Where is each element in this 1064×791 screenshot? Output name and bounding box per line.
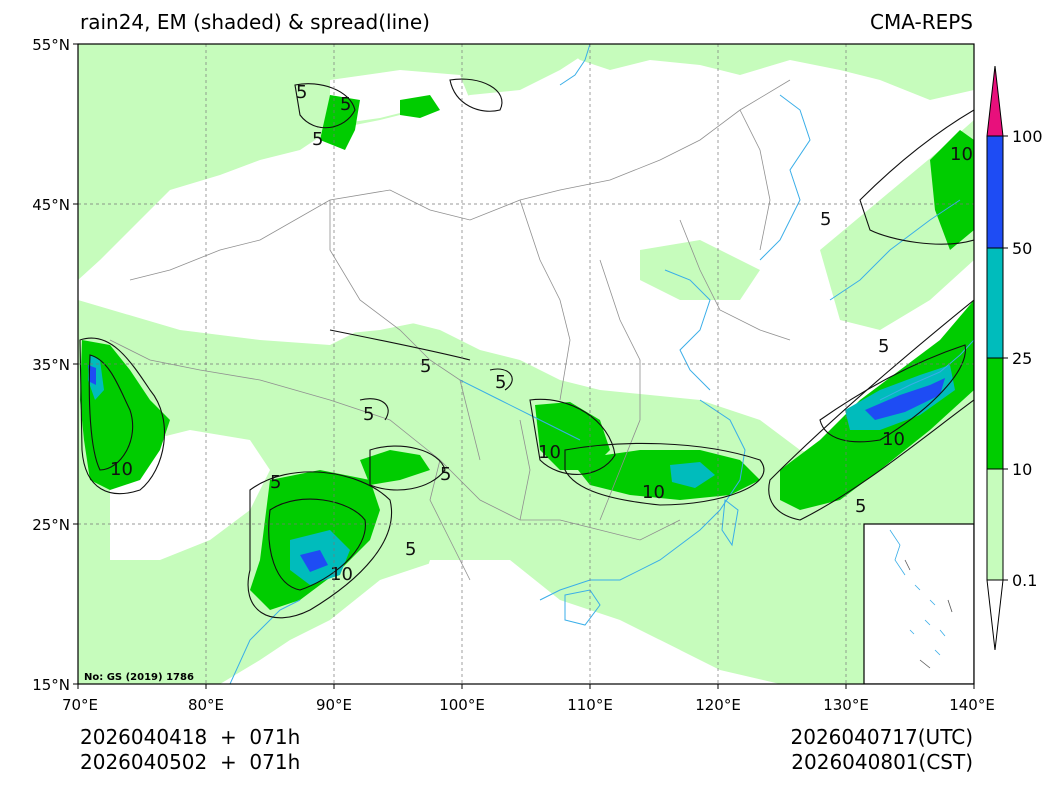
valid-time-cst: 2026040801(CST) — [791, 750, 973, 774]
model-name: CMA-REPS — [870, 10, 973, 34]
colorbar-label: 25 — [1012, 349, 1032, 368]
colorbar-label: 0.1 — [1012, 571, 1037, 590]
init-time-utc: 2026040418 + 071h — [80, 725, 301, 749]
lon-label: 120°E — [695, 696, 741, 714]
spread-contours — [79, 78, 974, 619]
contour-label: 5 — [405, 539, 416, 560]
lat-label: 15°N — [32, 676, 70, 694]
init-time-cst: 2026040502 + 071h — [80, 750, 301, 774]
lat-label: 25°N — [32, 516, 70, 534]
colorbar-label: 50 — [1012, 239, 1032, 258]
colorbar-extend-max — [986, 65, 1004, 137]
colorbar-extend-min — [986, 579, 1004, 651]
contour-label: 5 — [878, 336, 889, 357]
borders — [109, 79, 791, 581]
lon-label: 130°E — [823, 696, 869, 714]
latitude-labels: 55°N 45°N 35°N 25°N 15°N — [32, 36, 70, 694]
lon-label: 90°E — [316, 696, 352, 714]
contour-label: 10 — [882, 429, 905, 450]
contour-label: 10 — [642, 482, 665, 503]
colorbar-label: 10 — [1012, 460, 1032, 479]
lon-label: 100°E — [439, 696, 485, 714]
colorbar-band-0.1-10 — [986, 468, 1004, 581]
chart-title: rain24, EM (shaded) & spread(line) — [80, 10, 430, 34]
lat-label: 35°N — [32, 356, 70, 374]
colorbar-band-10-25 — [986, 357, 1004, 470]
lon-label: 70°E — [62, 696, 98, 714]
lon-label: 140°E — [949, 696, 995, 714]
valid-time-utc: 2026040717(UTC) — [790, 725, 974, 749]
gridlines — [78, 44, 974, 684]
contour-label: 10 — [110, 459, 133, 480]
south-china-sea-inset — [863, 523, 974, 684]
coastlines — [229, 44, 974, 684]
lat-label: 55°N — [32, 36, 70, 54]
contour-label: 5 — [440, 464, 451, 485]
contour-label: 5 — [820, 209, 831, 230]
contour-label: 5 — [340, 94, 351, 115]
contour-label: 5 — [495, 372, 506, 393]
longitude-labels: 70°E 80°E 90°E 100°E 110°E 120°E 130°E 1… — [62, 696, 995, 714]
contour-label: 5 — [363, 404, 374, 425]
lat-label: 45°N — [32, 196, 70, 214]
contour-labels: 5 5 5 5 5 5 5 10 10 10 5 10 5 5 10 10 5 … — [110, 82, 973, 585]
axis-ticks — [73, 43, 975, 689]
map-content: 5 5 5 5 5 5 5 10 10 10 5 10 5 5 10 10 5 … — [78, 44, 974, 684]
contour-label: 5 — [855, 496, 866, 517]
colorbar: 100 50 25 10 0.1 — [986, 65, 1043, 651]
lon-label: 110°E — [567, 696, 613, 714]
contour-label: 5 — [296, 82, 307, 103]
lon-label: 80°E — [188, 696, 224, 714]
contour-label: 10 — [950, 144, 973, 165]
colorbar-band-25-50 — [986, 247, 1004, 359]
contour-label: 5 — [312, 129, 323, 150]
contour-label: 10 — [538, 442, 561, 463]
contour-label: 5 — [420, 356, 431, 377]
contour-label: 5 — [270, 472, 281, 493]
contour-label: 10 — [330, 564, 353, 585]
map-credit: No: GS (2019) 1786 — [84, 672, 194, 683]
colorbar-label: 100 — [1012, 127, 1043, 146]
colorbar-band-50-100 — [986, 135, 1004, 249]
